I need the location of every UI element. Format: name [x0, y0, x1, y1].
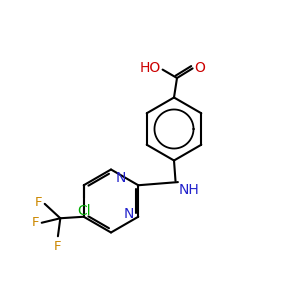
Text: NH: NH	[178, 183, 199, 197]
Text: F: F	[54, 240, 62, 253]
Text: O: O	[195, 61, 206, 75]
Text: Cl: Cl	[77, 204, 91, 218]
Text: F: F	[32, 216, 39, 229]
Text: N: N	[123, 207, 134, 221]
Text: HO: HO	[140, 61, 161, 75]
Text: F: F	[35, 196, 43, 209]
Text: N: N	[116, 171, 126, 185]
